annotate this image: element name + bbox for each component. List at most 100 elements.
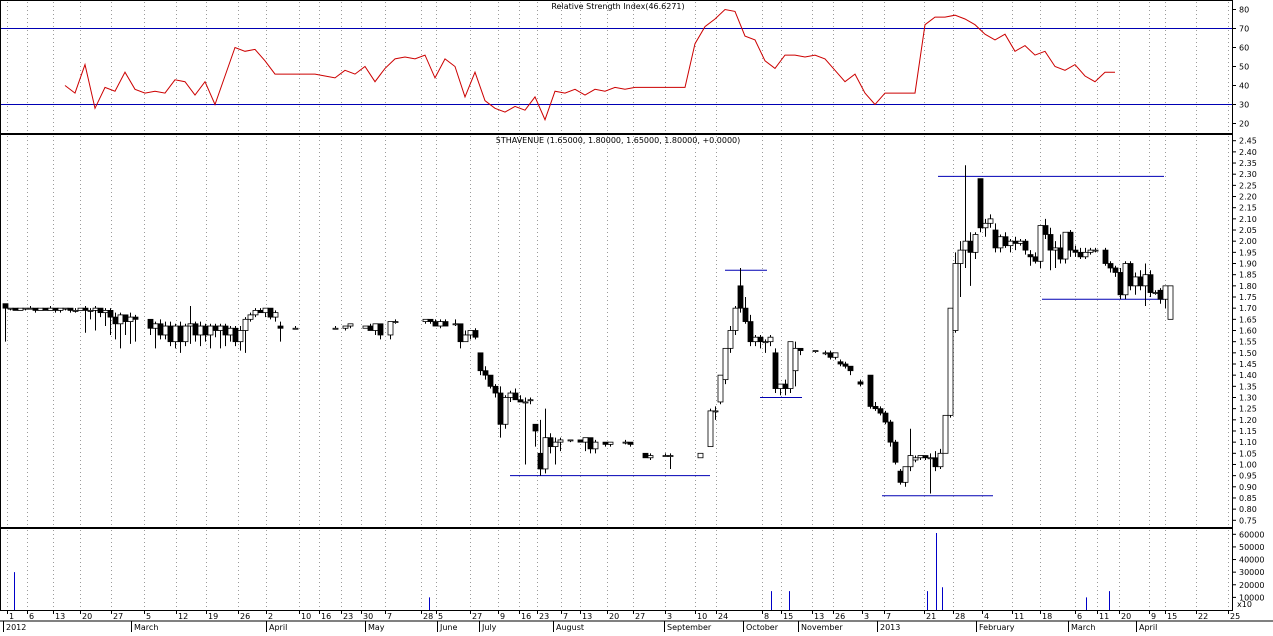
candle-up: [197, 325, 204, 336]
candle-up: [127, 316, 134, 322]
candle-up: [57, 307, 64, 311]
candle-down: [867, 374, 874, 407]
candle-up: [117, 314, 124, 325]
x-day-label: 7: [886, 612, 891, 621]
price-panel: [2, 165, 1174, 494]
price-y-tick-label: 1.60: [1239, 327, 1257, 336]
price-y-tick-label: 2.00: [1239, 237, 1257, 246]
price-y-tick-label: 1.00: [1239, 460, 1257, 469]
candle-up: [557, 439, 564, 443]
candle-up: [17, 307, 24, 311]
candle-up: [47, 307, 54, 311]
candle-up: [227, 327, 234, 336]
candle-down: [222, 325, 229, 336]
candle-up: [522, 401, 529, 404]
price-y-tick-label: 1.95: [1239, 248, 1257, 257]
candle-down: [1102, 249, 1109, 264]
candle-up: [697, 452, 704, 459]
candle-up: [987, 218, 994, 224]
x-day-label: 6: [1077, 612, 1082, 621]
candle-down: [177, 325, 184, 343]
candle-down: [602, 441, 609, 445]
x-day-label: 23: [343, 612, 353, 621]
candle-up: [957, 249, 964, 264]
candle-down: [977, 178, 984, 229]
candle-up: [937, 452, 944, 468]
candle-up: [1092, 249, 1099, 252]
price-y-tick-label: 1.25: [1239, 405, 1257, 414]
candle-up: [1152, 292, 1159, 294]
candle-down: [547, 437, 554, 448]
candle-up: [972, 234, 979, 253]
x-day-label: 30: [363, 612, 373, 621]
candle-up: [707, 410, 714, 448]
candle-up: [832, 352, 839, 358]
candle-up: [362, 325, 369, 329]
rsi-y-tick-label: 80: [1239, 6, 1249, 15]
candle-up: [182, 325, 189, 343]
candle-up: [237, 330, 244, 343]
x-month-label: April: [269, 623, 287, 632]
candle-down: [1027, 254, 1034, 258]
candle-up: [72, 310, 79, 312]
price-y-tick-label: 1.10: [1239, 438, 1257, 447]
x-day-label: 20: [609, 612, 619, 621]
candle-up: [437, 321, 444, 327]
candle-up: [717, 374, 724, 403]
candle-down: [487, 374, 494, 387]
candle-up: [332, 327, 339, 330]
rsi-line: [64, 8, 1115, 122]
x-month-label: November: [801, 623, 843, 632]
candle-down: [992, 229, 999, 249]
volume-y-tick-label: 10000: [1239, 593, 1264, 602]
candle-up: [1082, 251, 1089, 258]
rsi-y-tick-label: 40: [1239, 82, 1249, 91]
candle-up: [77, 307, 84, 311]
candle-down: [377, 323, 384, 336]
candle-down: [257, 310, 264, 314]
candle-down: [192, 323, 199, 336]
x-month-label: August: [556, 623, 584, 632]
candle-up: [1052, 247, 1059, 251]
candle-down: [532, 423, 539, 432]
candle-down: [1022, 240, 1029, 251]
candle-up: [917, 455, 924, 459]
price-y-tick-label: 2.20: [1239, 193, 1257, 202]
candle-down: [1042, 225, 1049, 235]
candle-down: [2, 303, 9, 309]
candle-down: [587, 437, 594, 450]
candle-down: [367, 325, 374, 331]
candle-up: [37, 307, 44, 311]
candle-up: [527, 399, 534, 402]
rsi-y-tick-label: 50: [1239, 63, 1249, 72]
price-y-tick-label: 0.85: [1239, 494, 1257, 503]
x-month-label: October: [746, 623, 779, 632]
price-y-tick-label: 1.70: [1239, 304, 1257, 313]
x-day-label: 4: [984, 612, 989, 621]
price-y-tick-label: 1.65: [1239, 315, 1257, 324]
x-day-label: 28: [955, 612, 965, 621]
price-y-tick-label: 1.90: [1239, 260, 1257, 269]
candle-up: [767, 336, 774, 343]
candle-down: [12, 307, 19, 311]
x-day-label: 16: [321, 612, 331, 621]
candle-up: [1087, 249, 1094, 253]
x-day-label: 13: [582, 612, 592, 621]
candle-up: [962, 240, 969, 251]
candle-down: [492, 385, 499, 394]
candle-down: [232, 327, 239, 343]
candle-down: [872, 406, 879, 410]
candle-down: [897, 470, 904, 483]
candle-up: [997, 236, 1004, 249]
candle-up: [162, 325, 169, 336]
candle-up: [1007, 240, 1014, 247]
price-y-tick-label: 2.30: [1239, 170, 1257, 179]
candle-up: [1132, 276, 1139, 287]
candle-up: [567, 439, 574, 442]
candle-up: [1062, 231, 1069, 260]
candle-up: [247, 314, 254, 320]
candle-up: [777, 383, 784, 389]
candle-up: [62, 307, 69, 310]
candle-up: [372, 323, 379, 331]
price-y-tick-label: 1.55: [1239, 338, 1257, 347]
